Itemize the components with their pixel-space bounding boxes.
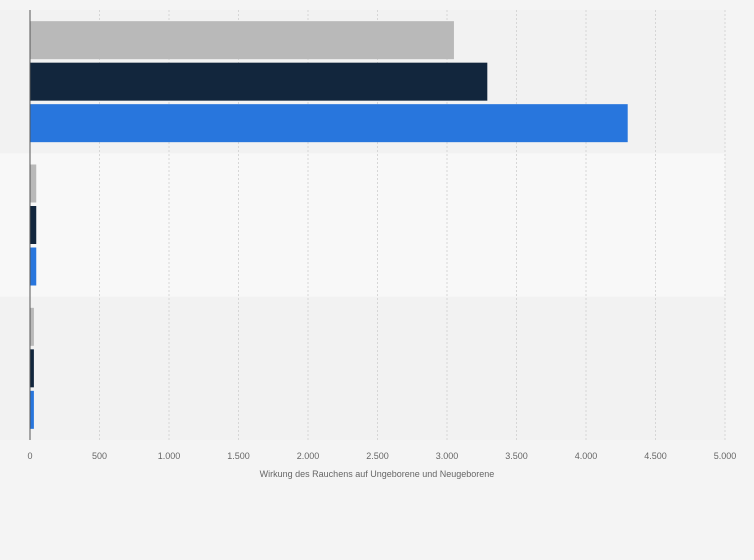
x-tick-label: 1.000 [158,451,181,461]
category-band [0,153,725,297]
bar[interactable] [30,247,37,286]
x-tick-label: 3.500 [505,451,528,461]
category-band [0,296,725,440]
bar[interactable] [30,390,34,429]
x-tick-label: 4.000 [575,451,598,461]
x-tick-label: 500 [92,451,107,461]
x-tick-label: 1.500 [227,451,250,461]
bar[interactable] [30,21,454,60]
x-tick-label: 2.000 [297,451,320,461]
bar[interactable] [30,349,34,388]
bar[interactable] [30,62,488,101]
bar[interactable] [30,206,37,244]
x-tick-label: 2.500 [366,451,389,461]
x-tick-label: 0 [27,451,32,461]
bar[interactable] [30,164,37,203]
x-axis-label: Wirkung des Rauchens auf Ungeborene und … [260,469,495,479]
x-tick-label: 5.000 [714,451,737,461]
x-tick-label: 4.500 [644,451,667,461]
bar[interactable] [30,307,34,346]
x-tick-label: 3.000 [436,451,459,461]
bar[interactable] [30,104,628,143]
